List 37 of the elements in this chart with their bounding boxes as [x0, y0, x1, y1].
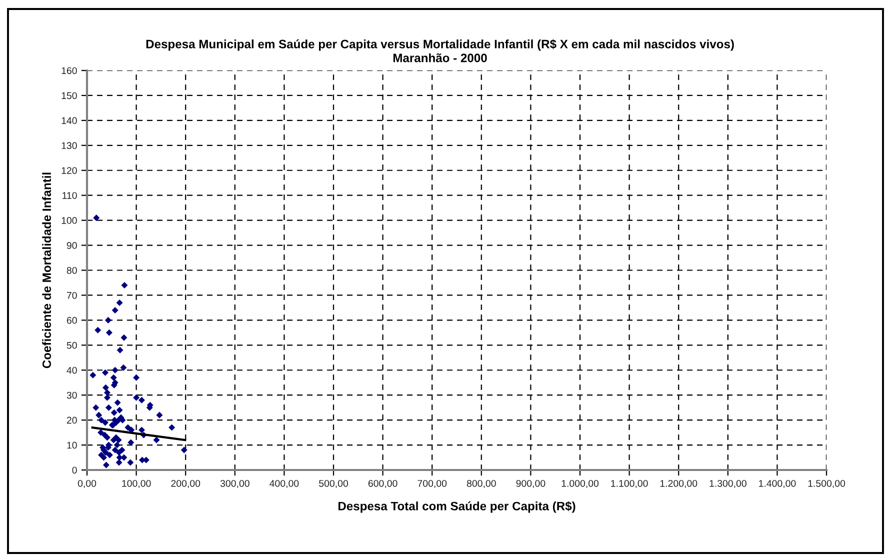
- x-tick-label: 0,00: [78, 480, 96, 488]
- y-tick-label: 80: [66, 266, 77, 274]
- x-tick-label: 300,00: [220, 480, 250, 488]
- y-tick-label: 20: [66, 416, 77, 424]
- x-tick-label: 1.300,00: [710, 480, 746, 488]
- x-tick-label: 1.400,00: [759, 480, 796, 488]
- y-tick-label: 130: [62, 142, 77, 150]
- y-tick-label: 120: [62, 167, 77, 174]
- x-tick-label: 700,00: [418, 480, 447, 488]
- x-axis-title: Despesa Total com Saúde per Capita (R$): [338, 501, 576, 513]
- x-tick-label: 100,00: [122, 480, 151, 488]
- y-tick-label: 10: [67, 442, 77, 449]
- y-tick-label: 30: [66, 392, 77, 399]
- x-tick-label: 900,00: [516, 480, 546, 488]
- y-tick-label: 160: [62, 67, 77, 74]
- chart-title: Despesa Municipal em Saúde per Capita versus Mortalidade Infantil (R$ X em cada mil nascidos vivos): [146, 39, 734, 51]
- y-tick-label: 70: [66, 292, 77, 299]
- x-tick-label: 1.100,00: [611, 480, 648, 488]
- x-tick-label: 1.000,00: [562, 480, 599, 488]
- y-tick-label: 110: [62, 192, 77, 199]
- x-tick-label: 600,00: [368, 480, 398, 488]
- x-tick-label: 400,00: [270, 480, 299, 488]
- x-tick-label: 800,00: [466, 480, 496, 488]
- y-axis-title: Coeficiente de Mortalidade Infantil: [42, 172, 52, 368]
- y-tick-label: 100: [62, 217, 77, 224]
- y-tick-label: 40: [66, 366, 77, 374]
- chart-subtitle: Maranhão - 2000: [393, 53, 487, 62]
- x-tick-label: 200,00: [171, 480, 200, 488]
- y-tick-label: 90: [66, 242, 77, 249]
- x-tick-label: 500,00: [319, 480, 348, 488]
- y-tick-label: 50: [66, 342, 77, 349]
- x-tick-label: 1.200,00: [660, 480, 698, 488]
- y-tick-label: 60: [66, 316, 77, 324]
- y-tick-label: 0: [72, 466, 77, 474]
- y-tick-label: 140: [62, 117, 77, 124]
- y-tick-label: 150: [62, 92, 77, 100]
- x-tick-label: 1.500,00: [808, 480, 846, 488]
